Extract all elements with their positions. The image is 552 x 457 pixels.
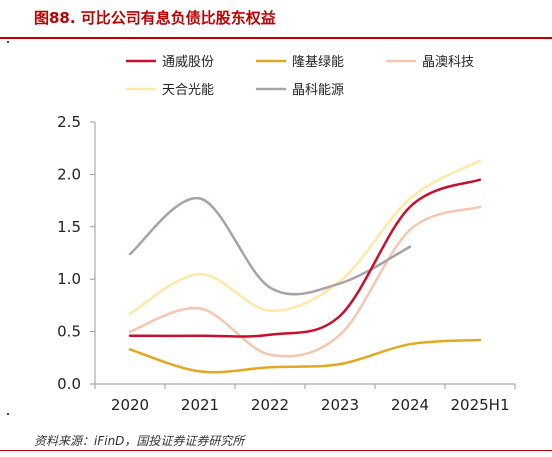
x-tick-label: 2024 xyxy=(391,396,429,414)
figure-title: 图88. 可比公司有息负债比股东权益 xyxy=(34,9,276,27)
series-line-2 xyxy=(128,205,482,358)
legend-label: 晶澳科技 xyxy=(422,54,474,70)
y-tick-label: 2.0 xyxy=(57,165,81,183)
legend-label: 天合光能 xyxy=(162,83,214,98)
legend-label: 通威股份 xyxy=(162,55,214,70)
series-line-0 xyxy=(128,178,482,338)
y-tick-label: 1.5 xyxy=(57,218,81,236)
y-tick-label: 0.5 xyxy=(57,323,81,341)
y-tick-label: 2.5 xyxy=(57,113,81,131)
series-line-4 xyxy=(128,197,412,296)
legend-label: 晶科能源 xyxy=(292,83,344,98)
series-line-1 xyxy=(128,338,482,374)
source-note: 资料来源：iFinD，国投证券证券研究所 xyxy=(34,434,245,448)
chart-axes: 0.0 0.5 1.0 1.5 2.0 2.5 2020 2021 2022 2023 2024 20… xyxy=(57,113,516,414)
x-tick-label: 2021 xyxy=(181,396,219,414)
y-tick-label: 1.0 xyxy=(57,270,81,288)
x-tick-label: 2023 xyxy=(321,396,359,414)
y-tick-label: 0.0 xyxy=(57,375,81,393)
margin-dot xyxy=(7,413,9,415)
figure-header: 图88. 可比公司有息负债比股东权益 xyxy=(0,0,552,39)
x-tick-label: 2020 xyxy=(111,396,149,414)
figure-footer-rule xyxy=(0,450,552,451)
x-tick-label: 2025H1 xyxy=(451,396,510,414)
chart-series xyxy=(128,159,482,374)
x-tick-label: 2022 xyxy=(251,396,289,414)
series-line-3 xyxy=(128,159,482,316)
margin-dot xyxy=(7,41,9,43)
legend-label: 隆基绿能 xyxy=(292,55,344,70)
